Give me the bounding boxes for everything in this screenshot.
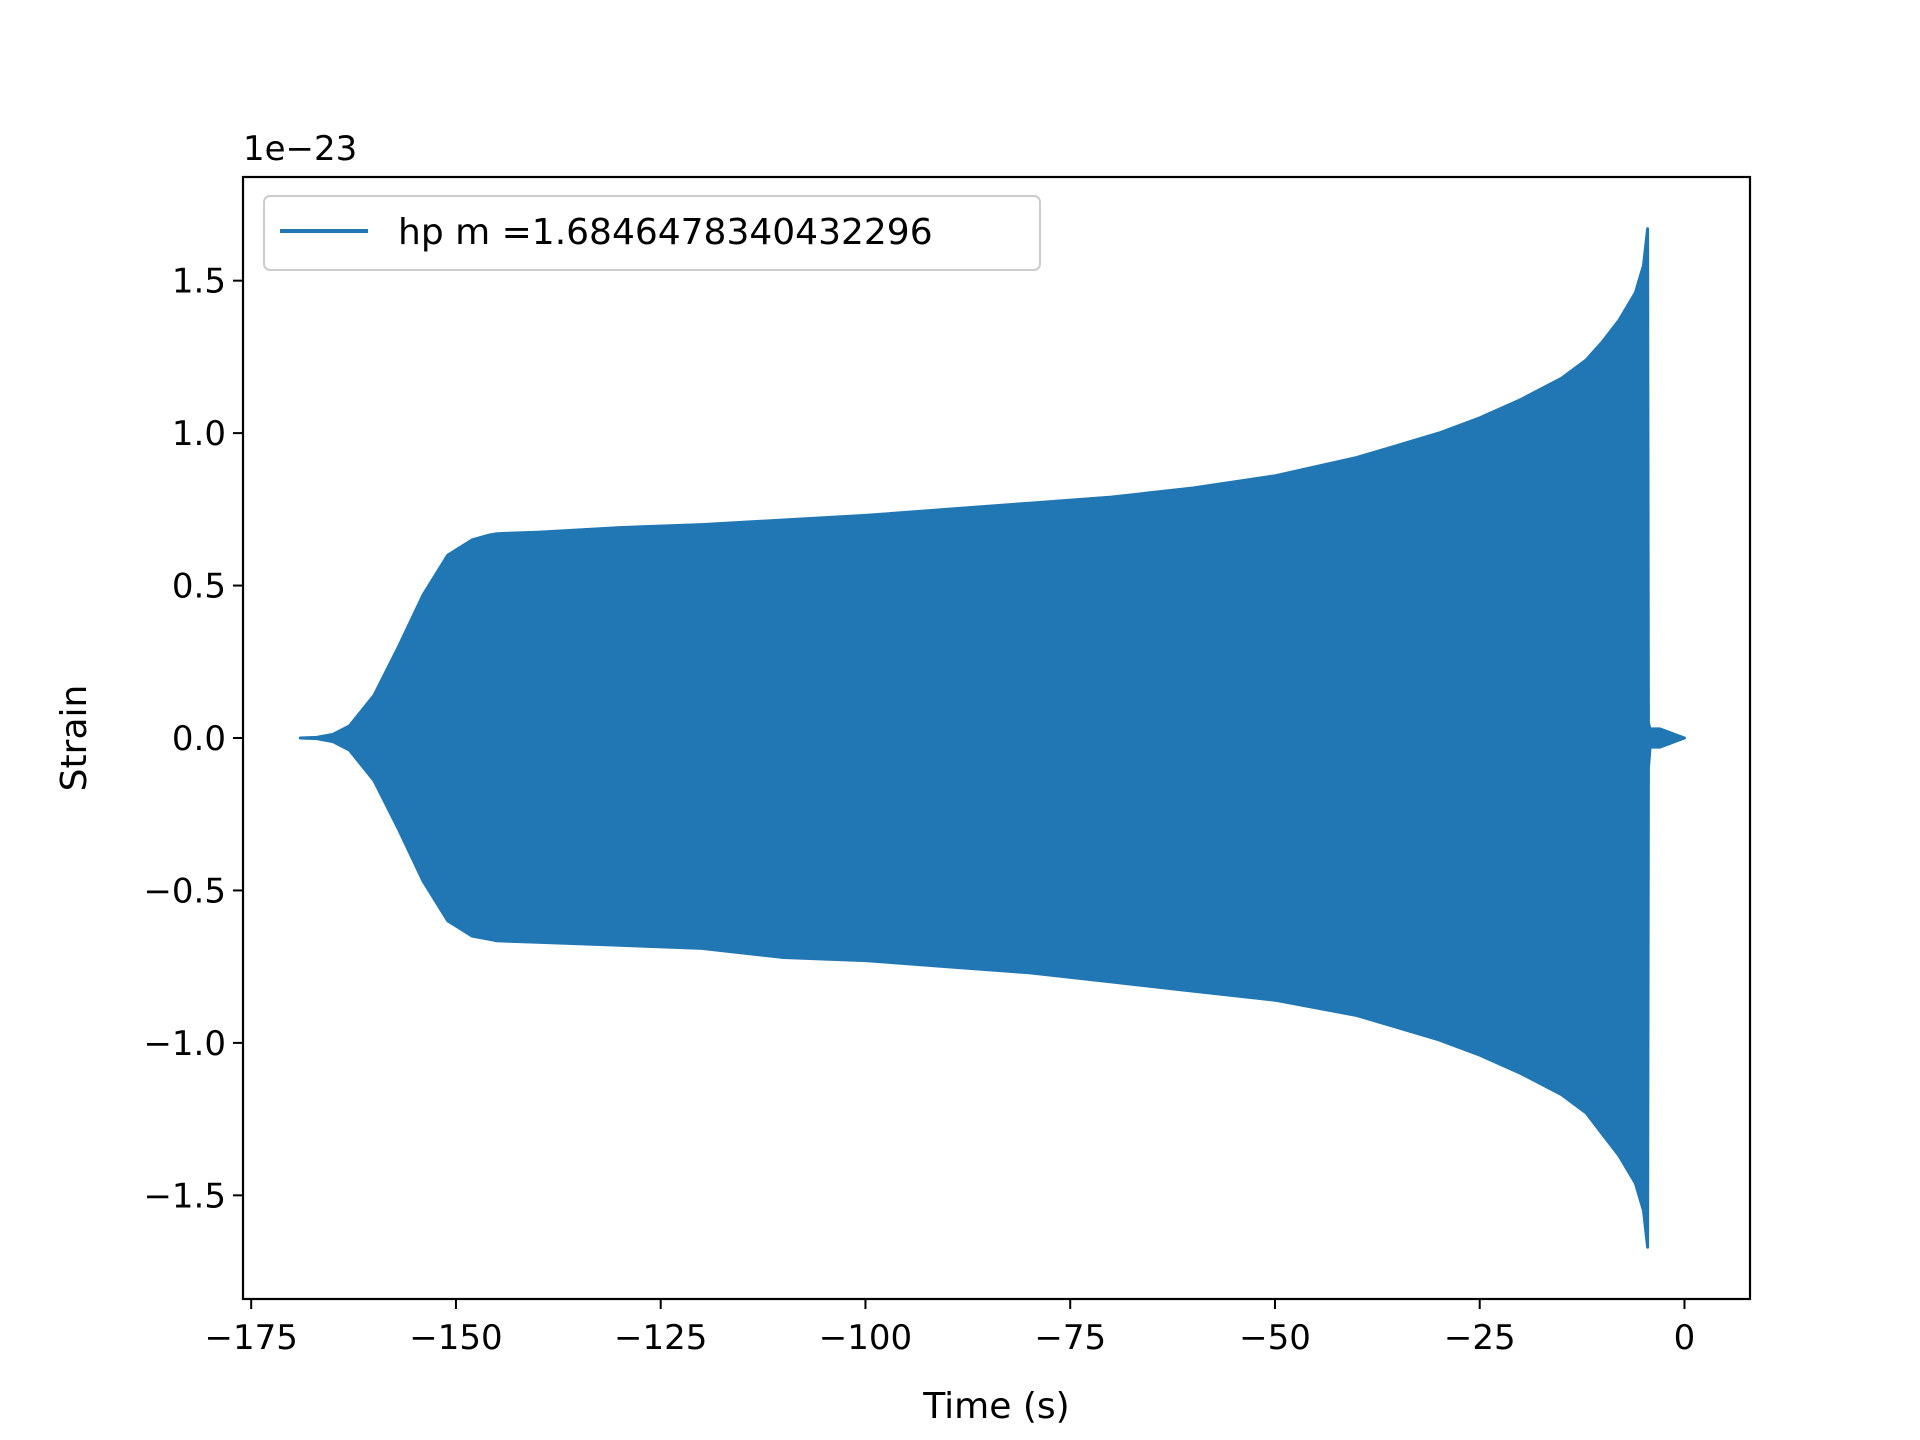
x-tick-label: −100 — [819, 1318, 912, 1358]
legend-label: hp m =1.6846478340432296 — [398, 212, 933, 253]
y-tick-label: 1.0 — [172, 414, 226, 454]
y-tick-label: −1.0 — [143, 1024, 226, 1064]
y-axis-scale-label: 1e−23 — [243, 129, 357, 169]
legend: hp m =1.6846478340432296 — [263, 195, 1041, 271]
series-waveform-0 — [298, 227, 1686, 1249]
y-tick-label: 0.0 — [172, 719, 226, 759]
y-tick-label: 1.5 — [172, 262, 226, 302]
x-tick-label: −150 — [409, 1318, 502, 1358]
x-axis-title: Time (s) — [922, 1386, 1069, 1427]
x-tick-label: −75 — [1034, 1318, 1106, 1358]
x-axis-ticks: −175 −150 −125 −100 −75 −50 −25 0 — [204, 1299, 1695, 1358]
x-tick-label: 0 — [1674, 1318, 1696, 1358]
legend-box — [263, 195, 1041, 271]
y-tick-label: −1.5 — [143, 1176, 226, 1216]
x-tick-label: −175 — [204, 1318, 297, 1358]
x-tick-label: −125 — [614, 1318, 707, 1358]
y-tick-label: −0.5 — [143, 871, 226, 911]
data-layer — [298, 227, 1686, 1249]
y-axis-ticks: −1.5 −1.0 −0.5 0.0 0.5 1.0 1.5 — [143, 262, 243, 1216]
x-tick-label: −50 — [1239, 1318, 1311, 1358]
y-tick-label: 0.5 — [172, 567, 226, 607]
y-axis-title: Strain — [54, 685, 95, 792]
x-tick-label: −25 — [1444, 1318, 1516, 1358]
